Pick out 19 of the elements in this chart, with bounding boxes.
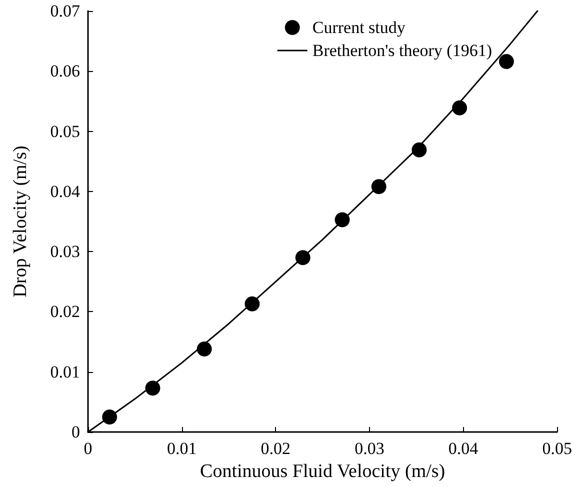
y-tick-label: 0.06 [50,62,80,81]
y-tick-label: 0 [72,422,80,442]
y-axis-title: Drop Velocity (m/s) [10,146,31,298]
y-tick-label: 0.02 [50,302,80,322]
y-tick-label: 0.07 [50,2,80,20]
y-tick-label: 0.04 [50,182,80,201]
x-tick-label: 0.02 [260,439,291,458]
x-axis-title: Continuous Fluid Velocity (m/s) [200,460,446,482]
x-tick-label: 0.01 [166,439,197,458]
y-tick-label: 0.03 [50,242,80,262]
x-tick-label: 0 [84,439,92,458]
x-tick-label: 0.03 [354,439,384,458]
x-tick-label: 0.04 [448,439,479,458]
legend-label: Bretherton's theory (1961) [312,41,492,60]
point [498,54,514,70]
legend-label: Current study [312,18,406,37]
y-tick-label: 0.01 [50,362,80,382]
x-tick-label: 0.05 [542,439,572,458]
y-tick-label: 0.05 [50,122,80,141]
